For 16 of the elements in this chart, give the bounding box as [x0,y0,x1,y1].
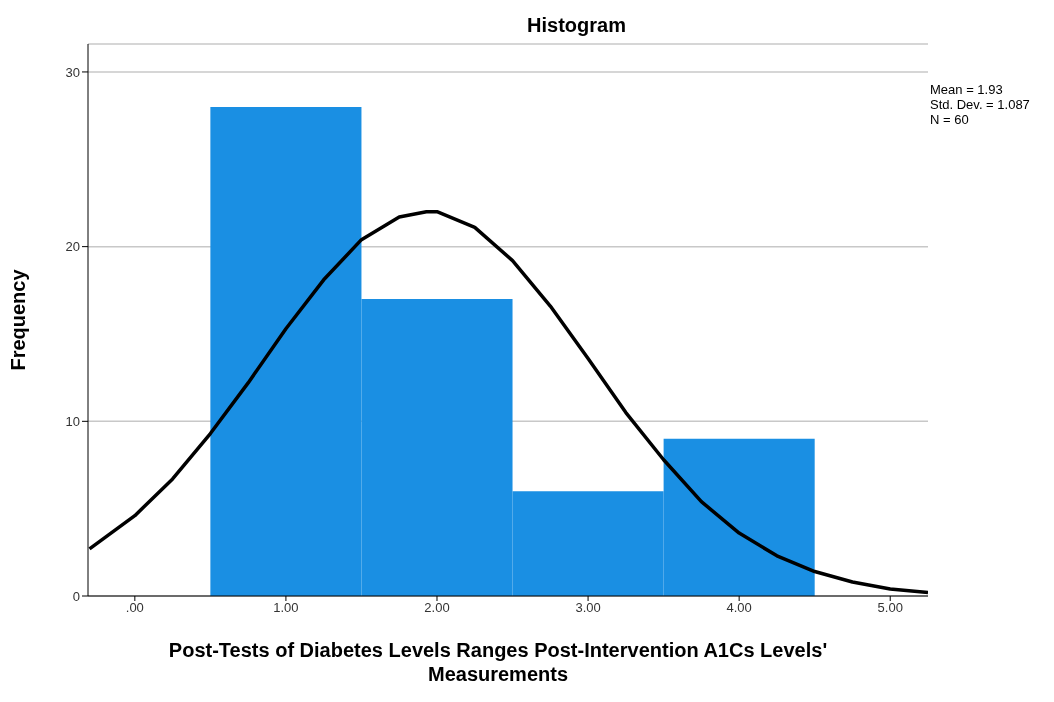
y-tick-label: 20 [65,239,80,255]
x-axis-title: Post-Tests of Diabetes Levels Ranges Post-Intervention A1Cs Levels' Measurements [167,638,829,686]
text: N = 60 [930,112,970,127]
x-tick-label: .00 [125,600,144,616]
x-tick-label: 5.00 [877,600,903,616]
x-tick-label: 2.00 [424,600,450,616]
x-tick-label: 3.00 [575,600,601,616]
chart-title: Histogram [526,14,627,37]
y-tick-label: 10 [65,413,80,429]
y-axis-title: Frequency [7,268,30,371]
text: Mean = 1.93 [930,82,1004,97]
y-tick-label: 30 [65,64,80,80]
x-tick-label: 4.00 [726,600,752,616]
y-tick-label: 0 [72,588,80,604]
text: Std. Dev. = 1.087 [930,97,1030,112]
x-tick-label: 1.00 [273,600,299,616]
